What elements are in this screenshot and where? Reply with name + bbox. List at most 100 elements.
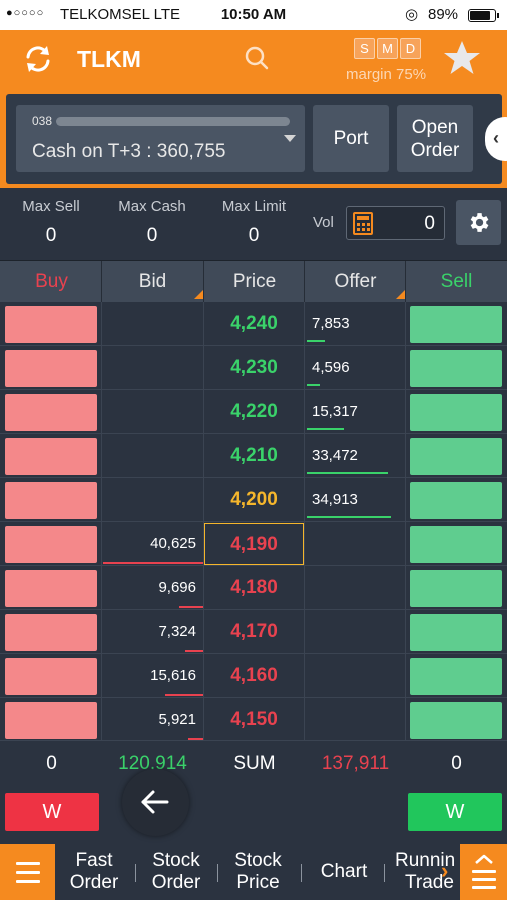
price-level[interactable]: 4,180 <box>230 577 278 598</box>
buy-cell-button[interactable] <box>5 614 97 651</box>
stock-symbol[interactable]: TLKM <box>77 46 141 72</box>
smd-badges: S M D <box>354 38 421 59</box>
account-number: 038 <box>32 114 53 128</box>
buy-cell-button[interactable] <box>5 306 97 343</box>
offer-volume-bar <box>307 428 344 430</box>
max-sell-label: Max Sell <box>22 198 80 215</box>
sell-cell-button[interactable] <box>410 394 502 431</box>
side-panel-toggle[interactable]: ‹ <box>485 117 507 161</box>
nav-chart[interactable]: Chart <box>307 861 381 883</box>
back-button[interactable] <box>122 769 189 836</box>
search-icon[interactable] <box>244 45 270 71</box>
price-level[interactable]: 4,150 <box>230 709 278 730</box>
bid-volume[interactable]: 15,616 <box>150 667 196 684</box>
price-level[interactable]: 4,240 <box>230 313 278 334</box>
sell-cell-button[interactable] <box>410 438 502 475</box>
sum-buy: 0 <box>46 753 57 774</box>
sell-cell-button[interactable] <box>410 482 502 519</box>
nav-chart-label: Chart <box>320 861 368 882</box>
sell-cell-button[interactable] <box>410 614 502 651</box>
chevron-right-icon[interactable]: › <box>441 858 449 883</box>
margin-label: margin 75% <box>346 66 427 83</box>
bid-volume-bar <box>179 606 203 608</box>
sell-cell-button[interactable] <box>410 570 502 607</box>
max-cash-value: 0 <box>146 225 158 246</box>
calculator-icon[interactable] <box>353 212 373 235</box>
price-level[interactable]: 4,200 <box>230 489 278 510</box>
star-icon[interactable] <box>443 39 481 77</box>
offer-volume[interactable]: 33,472 <box>312 447 358 464</box>
price-level[interactable]: 4,210 <box>230 445 278 466</box>
offer-volume[interactable]: 34,913 <box>312 491 358 508</box>
limits-row: Max Sell 0 Max Cash 0 Max Limit 0 Vol 0 <box>0 188 507 260</box>
max-sell-value: 0 <box>45 225 57 246</box>
table-row: 7,324 4,170 <box>0 610 507 654</box>
sell-cell-button[interactable] <box>410 350 502 387</box>
nav-running-trade[interactable]: Runnin Trade <box>395 850 460 894</box>
sell-cell-button[interactable] <box>410 702 502 739</box>
offer-volume-bar <box>307 340 325 342</box>
menu-icon[interactable] <box>0 844 55 900</box>
collapse-icon[interactable] <box>460 844 507 900</box>
offer-volume[interactable]: 4,596 <box>312 359 350 376</box>
price-level[interactable]: 4,220 <box>230 401 278 422</box>
arrow-left-icon <box>141 790 169 814</box>
sum-bid: 120,914 <box>118 753 187 774</box>
bid-sort-icon[interactable] <box>194 290 203 299</box>
nav-fast-order[interactable]: Fast Order <box>57 850 131 894</box>
bottom-navigation: Fast Order Stock Order Stock Price Chart… <box>0 844 507 900</box>
buy-cell-button[interactable] <box>5 526 97 563</box>
bid-volume[interactable]: 7,324 <box>158 623 196 640</box>
port-button[interactable]: Port <box>313 105 389 172</box>
sell-cell-button[interactable] <box>410 526 502 563</box>
open-order-button[interactable]: Open Order <box>397 105 473 172</box>
table-row: 4,210 33,472 <box>0 434 507 478</box>
sell-withdraw-button[interactable]: W <box>408 793 502 831</box>
buy-cell-button[interactable] <box>5 658 97 695</box>
refresh-icon[interactable] <box>22 43 54 75</box>
gear-icon <box>470 213 489 232</box>
sum-sell: 0 <box>451 753 462 774</box>
sum-offer: 137,911 <box>321 753 390 774</box>
bid-volume[interactable]: 9,696 <box>158 579 196 596</box>
price-level[interactable]: 4,230 <box>230 357 278 378</box>
buy-cell-button[interactable] <box>5 394 97 431</box>
account-selector[interactable]: 038 Cash on T+3 : 360,755 <box>16 105 305 172</box>
buy-cell-button[interactable] <box>5 482 97 519</box>
price-level[interactable]: 4,170 <box>230 621 278 642</box>
app-header: TLKM S M D margin 75% <box>0 30 507 88</box>
battery-icon <box>468 9 499 22</box>
buy-cell-button[interactable] <box>5 570 97 607</box>
offer-volume[interactable]: 7,853 <box>312 315 350 332</box>
sell-cell-button[interactable] <box>410 306 502 343</box>
bid-volume[interactable]: 5,921 <box>158 711 196 728</box>
clock: 10:50 AM <box>220 6 287 23</box>
offer-volume[interactable]: 15,317 <box>312 403 358 420</box>
price-level[interactable]: 4,160 <box>230 665 278 686</box>
chevron-left-icon: ‹ <box>493 128 499 148</box>
nav-stock-price[interactable]: Stock Price <box>221 850 295 894</box>
sum-row: 0 120,914 SUM 137,911 0 <box>0 740 507 784</box>
order-book-header: Buy Bid Price Offer Sell <box>0 260 507 303</box>
settings-button[interactable] <box>456 200 501 245</box>
volume-input[interactable]: 0 <box>346 206 445 240</box>
buy-cell-button[interactable] <box>5 702 97 739</box>
price-level-current[interactable]: 4,190 <box>204 523 304 565</box>
offer-volume-bar <box>307 472 388 474</box>
badge-d: D <box>400 38 421 59</box>
column-offer[interactable]: Offer <box>334 271 377 292</box>
table-row: 15,616 4,160 <box>0 654 507 698</box>
column-price: Price <box>232 271 277 292</box>
vol-label: Vol <box>313 214 334 231</box>
nav-stock-order[interactable]: Stock Order <box>139 850 213 894</box>
offer-sort-icon[interactable] <box>396 290 405 299</box>
column-bid[interactable]: Bid <box>138 271 167 292</box>
status-bar: ●○○○○ TELKOMSEL LTE 10:50 AM ◎ 89% <box>0 0 507 30</box>
bid-volume[interactable]: 40,625 <box>150 535 196 552</box>
buy-cell-button[interactable] <box>5 350 97 387</box>
buy-cell-button[interactable] <box>5 438 97 475</box>
max-cash-label: Max Cash <box>118 198 186 215</box>
sell-cell-button[interactable] <box>410 658 502 695</box>
table-row: 9,696 4,180 <box>0 566 507 610</box>
buy-withdraw-button[interactable]: W <box>5 793 99 831</box>
